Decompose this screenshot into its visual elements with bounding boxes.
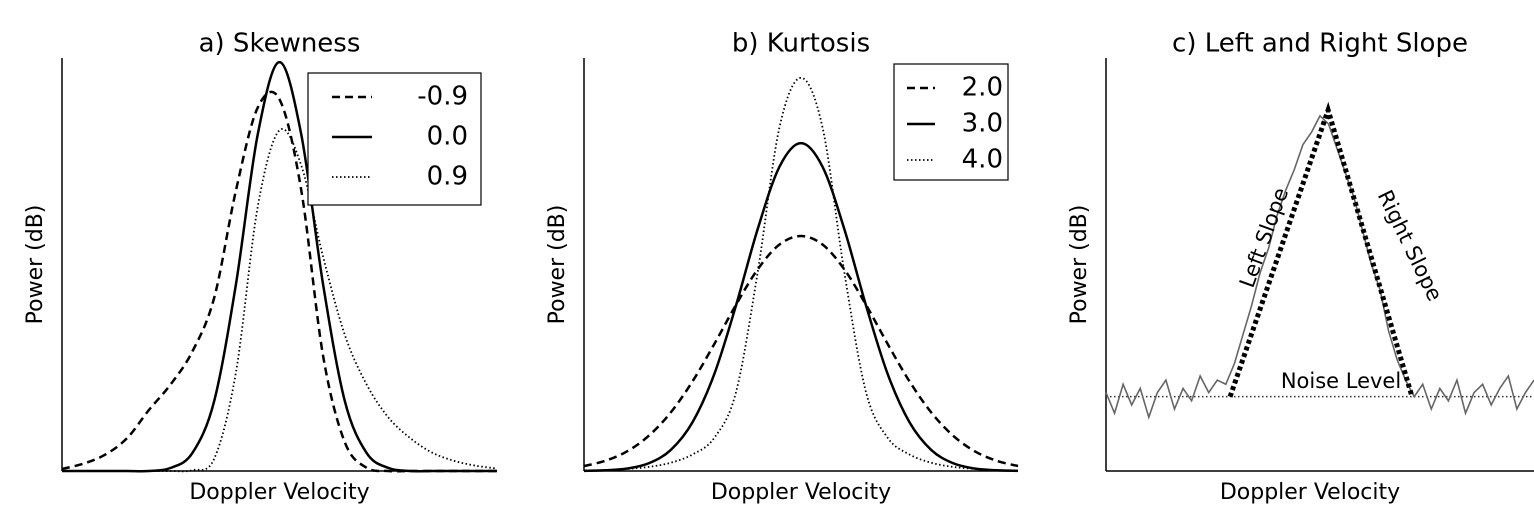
panel-title: c) Left and Right Slope: [1172, 29, 1468, 59]
legend-label: 2.0: [962, 73, 1003, 103]
y-axis-label: Power (dB): [23, 205, 48, 325]
legend-label: 0.9: [427, 162, 468, 192]
series-line: [62, 128, 498, 473]
series-line: [583, 141, 1019, 473]
x-axis-label: Doppler Velocity: [1220, 480, 1400, 505]
y-axis-label: Power (dB): [545, 205, 570, 325]
annotation: Right Slope: [1373, 186, 1447, 305]
legend-box: [307, 72, 482, 206]
panel: b) Kurtosis Doppler Velocity Power (dB) 2.0…: [545, 29, 1019, 505]
x-axis-label: Doppler Velocity: [711, 480, 891, 505]
panel: c) Left and Right Slope Doppler Velocity P…: [1067, 29, 1534, 505]
annotation: Noise Level: [1281, 369, 1401, 393]
series-line: [583, 234, 1019, 468]
legend: 2.0 3.0 4.0: [893, 63, 1009, 181]
legend: -0.9 0.0 0.9: [307, 72, 482, 206]
legend-label: -0.9: [417, 82, 468, 112]
legend-box: [893, 63, 1009, 181]
panel-title: b) Kurtosis: [732, 29, 870, 59]
y-axis-label: Power (dB): [1067, 205, 1092, 325]
legend-label: 3.0: [962, 109, 1003, 139]
panel: a) Skewness Doppler Velocity Power (dB) -0.…: [23, 29, 498, 505]
series-line: [62, 60, 497, 473]
x-axis-label: Doppler Velocity: [189, 480, 369, 505]
legend-label: 0.0: [427, 122, 468, 152]
panel-title: a) Skewness: [199, 29, 361, 59]
series-line: [1105, 114, 1534, 420]
legend-label: 4.0: [962, 145, 1003, 175]
series-line: [61, 90, 497, 473]
slope-line: [1227, 101, 1415, 398]
